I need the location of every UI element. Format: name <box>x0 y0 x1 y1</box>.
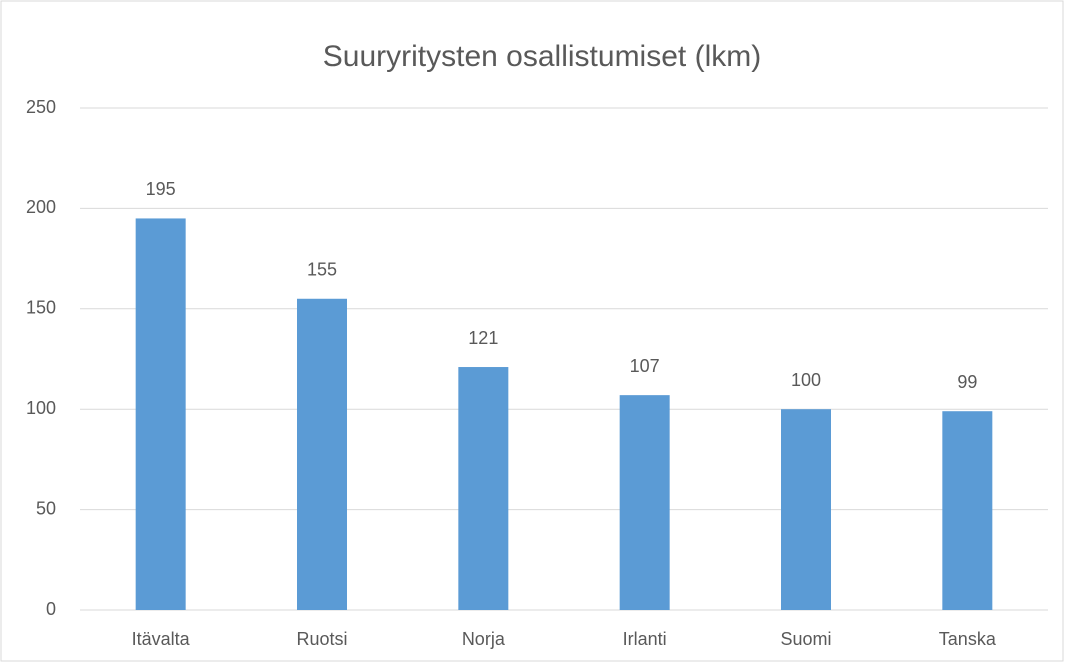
bar <box>619 395 670 610</box>
bar <box>297 298 347 610</box>
y-tick-label: 150 <box>26 298 56 318</box>
bar <box>942 411 993 610</box>
x-tick-label: Itävalta <box>132 629 191 649</box>
y-tick-label: 100 <box>26 398 56 418</box>
data-label: 107 <box>630 356 660 376</box>
data-label: 100 <box>791 370 821 390</box>
chart-title: Suuryritysten osallistumiset (lkm) <box>323 40 761 73</box>
data-label: 195 <box>146 179 176 199</box>
y-tick-label: 200 <box>26 197 56 217</box>
data-label: 121 <box>468 328 498 348</box>
bar <box>781 409 831 610</box>
y-tick-label: 250 <box>26 97 56 117</box>
data-label: 99 <box>957 372 977 392</box>
data-label: 155 <box>307 260 337 280</box>
bar <box>135 218 186 610</box>
x-tick-label: Irlanti <box>623 629 667 649</box>
x-tick-label: Tanska <box>939 629 997 649</box>
y-tick-label: 50 <box>36 498 56 518</box>
bar <box>458 367 509 610</box>
y-tick-label: 0 <box>46 599 56 619</box>
x-tick-label: Norja <box>462 629 506 649</box>
x-tick-label: Ruotsi <box>296 629 347 649</box>
x-tick-label: Suomi <box>780 629 831 649</box>
